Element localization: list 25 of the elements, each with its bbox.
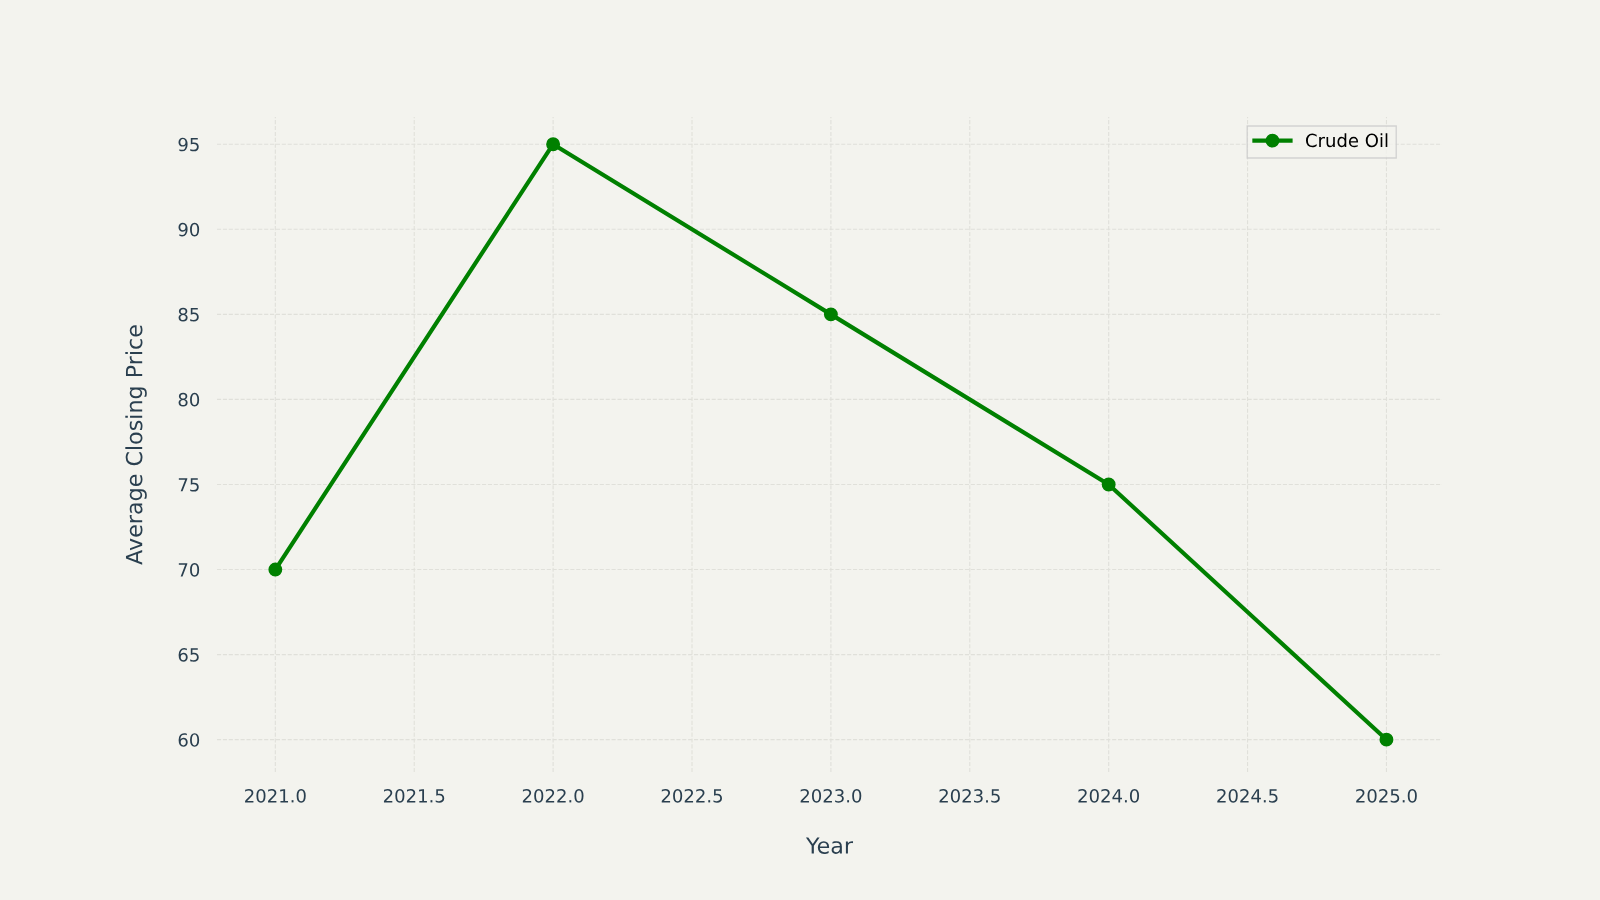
- y-tick-label: 60: [178, 733, 200, 747]
- x-tick-label: 2021.0: [245, 788, 306, 803]
- x-tick-label: 2024.5: [1217, 788, 1278, 803]
- y-tick-label: 65: [178, 648, 199, 662]
- point: [268, 562, 283, 577]
- point: [546, 137, 561, 152]
- x-tick-label: 2022.0: [522, 788, 584, 803]
- x-tick-label: 2024.0: [1078, 788, 1140, 803]
- x-tick-label: 2023.5: [939, 788, 1000, 803]
- point: [823, 307, 838, 322]
- point: [1379, 732, 1394, 747]
- point: [1101, 477, 1116, 492]
- y-tick-label: 75: [178, 478, 199, 492]
- x-tick-label: 2023.0: [800, 788, 862, 803]
- x-tick-label: 2021.5: [383, 788, 445, 803]
- y-tick-label: 95: [178, 137, 199, 152]
- y-tick-label: 85: [178, 307, 199, 322]
- x-tick-label: 2022.5: [661, 788, 723, 803]
- legend-label: Crude Oil: [1305, 133, 1388, 148]
- y-tick-label: 90: [178, 222, 200, 237]
- y-axis-title: Average Closing Price: [125, 325, 147, 565]
- x-axis-title: Year: [805, 837, 854, 854]
- y-tick-label: 80: [178, 392, 200, 407]
- y-tick-label: 70: [178, 563, 200, 577]
- x-tick-label: 2025.0: [1356, 788, 1417, 803]
